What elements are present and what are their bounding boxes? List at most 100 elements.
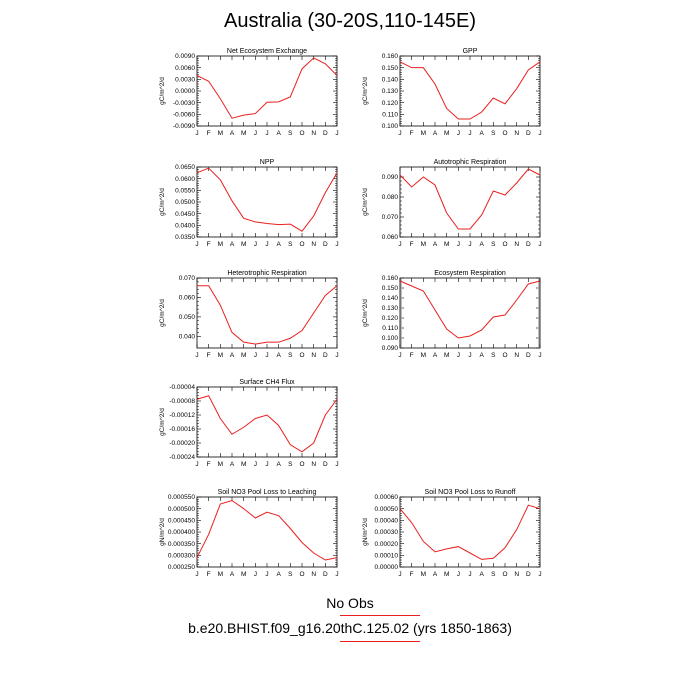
x-tick-label: M [421,130,426,137]
series-line [196,395,338,453]
x-tick-label: J [468,130,471,137]
chart-title: Soil NO3 Pool Loss to Runoff [425,489,516,496]
x-tick-label: N [514,241,519,248]
plot-frame [399,277,541,349]
y-tick-label: 0.0500 [175,199,195,206]
plot-frame [196,496,338,568]
y-tick-label: 0.080 [382,194,399,201]
series-line [399,61,541,120]
x-tick-label: A [433,352,438,359]
x-tick-label: D [323,461,328,468]
y-tick-label: 0.000450 [168,518,195,525]
y-tick-label: 0.110 [382,325,398,332]
x-tick-label: M [218,571,223,578]
x-tick-label: S [491,130,496,137]
y-tick-label: -0.0090 [173,123,195,130]
x-tick-label: N [514,571,519,578]
x-tick-label: S [288,241,293,248]
x-tick-label: S [288,461,293,468]
x-tick-label: M [218,352,223,359]
y-axis-label: gC/m^2/d [362,188,369,216]
x-tick-label: N [311,130,316,137]
x-tick-label: F [207,241,211,248]
x-tick-label: J [468,571,471,578]
plot-frame [196,277,338,349]
y-tick-label: 0.100 [382,123,399,130]
x-tick-label: J [457,571,460,578]
x-tick-label: J [265,241,268,248]
x-tick-label: N [311,352,316,359]
x-tick-label: A [276,241,281,248]
y-tick-label: 0.00040 [375,518,399,525]
x-tick-label: J [468,241,471,248]
y-tick-label: 0.130 [382,305,399,312]
y-tick-label: 0.070 [179,275,196,282]
x-tick-label: N [514,130,519,137]
y-tick-label: 0.00060 [375,494,399,501]
x-tick-label: A [479,130,484,137]
x-tick-label: O [502,571,507,578]
y-tick-label: -0.00020 [169,440,195,447]
y-tick-label: 0.120 [382,100,399,107]
y-tick-label: 0.090 [382,174,399,181]
x-tick-label: J [538,571,541,578]
x-tick-label: A [230,571,235,578]
x-tick-label: F [410,352,414,359]
x-tick-label: J [254,130,257,137]
y-tick-label: 0.160 [382,53,399,60]
x-tick-label: S [288,352,293,359]
y-tick-label: 0.040 [179,334,196,341]
plot-frame [196,55,338,127]
x-tick-label: F [410,130,414,137]
chart-title: Surface CH4 Flux [239,379,295,386]
x-tick-label: F [207,130,211,137]
series-line [196,57,338,119]
chart-title: Autotrophic Respiration [434,159,507,166]
x-tick-label: M [218,130,223,137]
x-tick-label: O [299,241,304,248]
x-tick-label: D [526,241,531,248]
y-tick-label: 0.160 [382,275,399,282]
y-tick-label: 0.070 [382,214,399,221]
x-tick-label: J [538,241,541,248]
y-tick-label: 0.0060 [175,65,195,72]
x-tick-label: M [218,461,223,468]
y-axis-label: gC/m^2/d [362,77,369,105]
x-tick-label: N [311,241,316,248]
x-tick-label: F [410,571,414,578]
x-tick-label: S [288,571,293,578]
y-tick-label: -0.00024 [169,454,195,461]
plot-frame [196,386,338,458]
chart-panel: Autotrophic Respiration gC/m^2/d 0.090 0.08… [362,159,542,248]
x-tick-label: M [444,241,449,248]
x-tick-label: J [195,461,198,468]
x-tick-label: M [241,352,246,359]
x-tick-label: J [195,571,198,578]
y-tick-label: 0.110 [382,112,398,119]
x-tick-label: A [479,352,484,359]
series-line [399,280,541,339]
y-tick-label: 0.0400 [175,223,195,230]
x-tick-label: M [241,461,246,468]
x-tick-label: A [479,571,484,578]
x-tick-label: O [299,461,304,468]
x-tick-label: M [241,571,246,578]
y-tick-label: 0.00000 [375,564,399,571]
legend-run-label: b.e20.BHIST.f09_g16.20thC.125.02 (yrs 18… [188,620,512,636]
y-tick-label: 0.000500 [168,506,195,513]
x-tick-label: J [254,352,257,359]
x-tick-label: D [323,571,328,578]
x-tick-label: M [241,241,246,248]
y-tick-label: 0.140 [382,77,399,84]
x-tick-label: S [491,571,496,578]
x-tick-label: D [323,130,328,137]
y-axis-label: gC/m^2/d [362,299,369,327]
y-tick-label: 0.0350 [175,234,195,241]
x-tick-label: A [433,571,438,578]
x-tick-label: S [491,241,496,248]
chart-panel: GPP gC/m^2/d 0.160 0.150 0.140 0.130 0.120 0.11… [362,48,542,137]
chart-panel: Soil NO3 Pool Loss to Runoff gN/m^2/d 0.00… [362,489,542,578]
x-tick-label: O [502,352,507,359]
x-tick-label: O [299,352,304,359]
x-tick-label: J [398,571,401,578]
